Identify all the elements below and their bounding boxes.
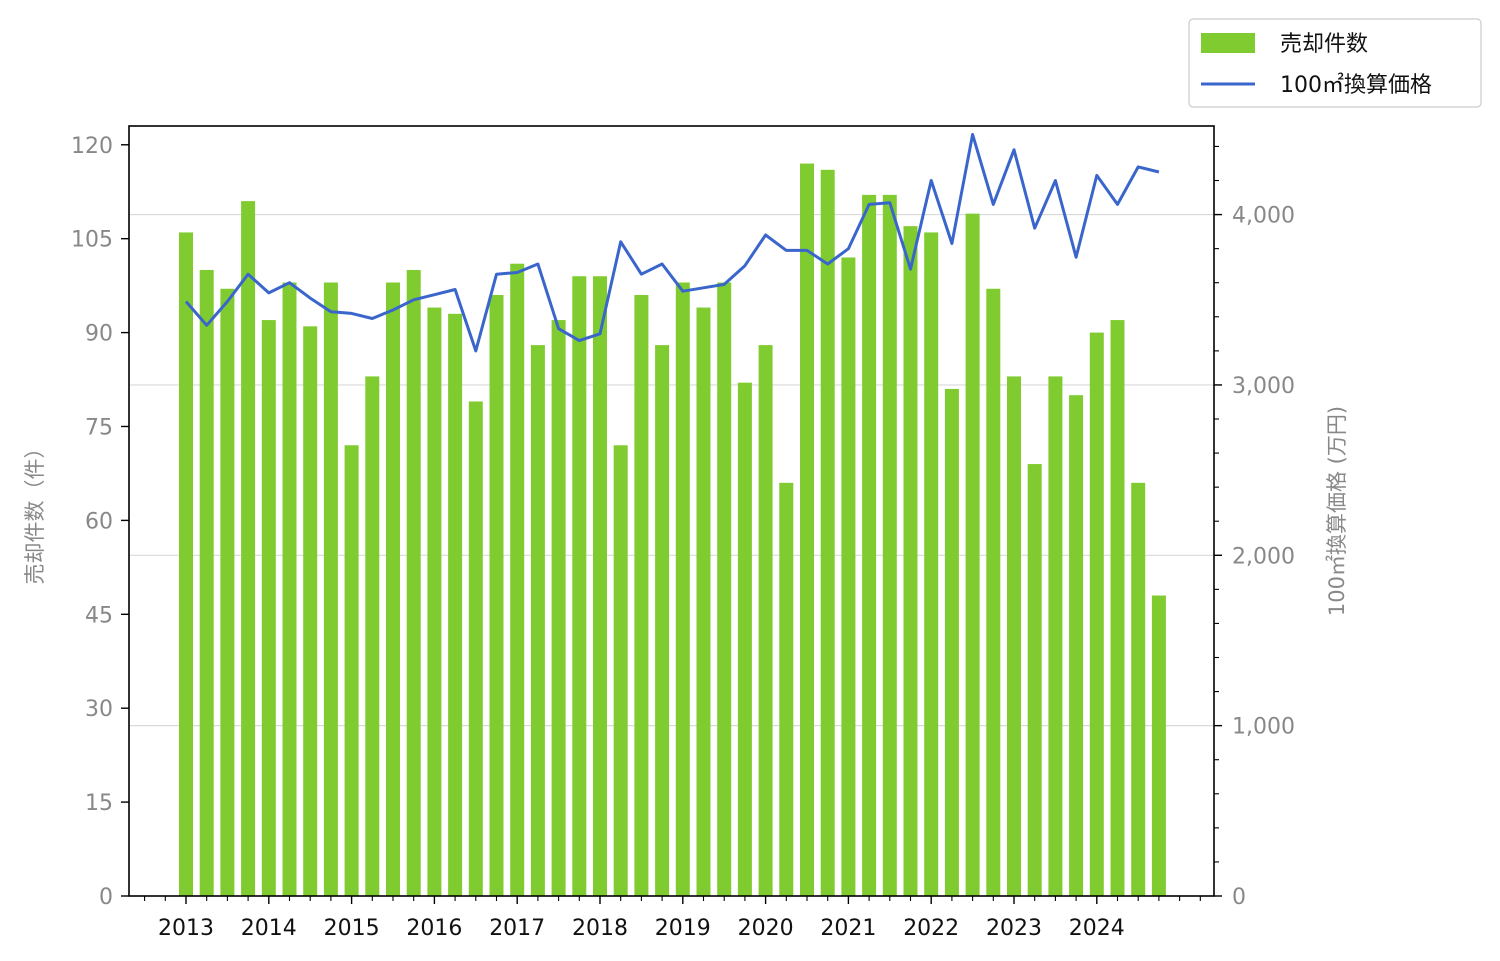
right-tick-label: 0 <box>1232 885 1246 910</box>
legend-box <box>1188 18 1482 108</box>
right-tick-label: 1,000 <box>1232 715 1295 740</box>
line-series <box>184 133 1160 353</box>
right-tick-label: 2,000 <box>1232 544 1295 569</box>
right-axis: 0 1,000 2,000 3,000 4,000 <box>1214 145 1295 910</box>
left-tick-label: 45 <box>85 603 113 628</box>
legend-label-bars: 売却件数 <box>1280 32 1368 57</box>
bar <box>634 295 649 896</box>
x-tick-label: 2014 <box>241 916 297 941</box>
legend-swatch-bars <box>1201 33 1255 53</box>
x-tick-label: 2017 <box>489 916 545 941</box>
bar <box>468 401 483 896</box>
bar <box>427 307 442 897</box>
bar <box>199 269 214 896</box>
right-axis-title: 100㎡換算価格 (万円) <box>1325 406 1349 616</box>
legend-label-line: 100㎡換算価格 <box>1280 72 1432 98</box>
left-tick-label: 75 <box>85 415 113 440</box>
x-tick-label: 2013 <box>158 916 214 941</box>
bar <box>1151 595 1166 896</box>
bar <box>986 288 1001 896</box>
bar <box>717 282 732 897</box>
right-tick-label: 3,000 <box>1232 374 1295 399</box>
x-tick-label: 2016 <box>406 916 462 941</box>
left-tick-label: 30 <box>85 697 113 722</box>
left-tick-label: 15 <box>85 791 113 816</box>
x-tick-label: 2015 <box>324 916 380 941</box>
bar <box>675 282 690 897</box>
bar-series <box>179 163 1166 897</box>
left-tick-label: 120 <box>71 134 113 159</box>
bar <box>220 288 235 896</box>
bar <box>1048 376 1063 896</box>
bar <box>779 482 794 896</box>
bar <box>1069 395 1084 896</box>
bar <box>489 295 504 896</box>
bar <box>365 376 380 896</box>
legend: 売却件数 100㎡換算価格 <box>1188 18 1482 108</box>
plot-frame <box>128 125 1215 897</box>
x-axis: 2013 2014 2015 2016 2017 2018 2019 2020 2021 2022… <box>144 896 1201 941</box>
bar <box>820 169 835 896</box>
left-axis: 0 15 30 45 60 75 90 105 120 <box>71 134 129 910</box>
bar <box>1131 482 1146 896</box>
bar <box>179 232 193 897</box>
bar <box>800 163 814 896</box>
bar <box>386 282 400 897</box>
left-tick-label: 105 <box>71 228 113 253</box>
right-tick-label: 4,000 <box>1232 204 1295 229</box>
bar <box>448 313 463 896</box>
bar <box>613 445 628 896</box>
x-tick-label: 2019 <box>655 916 711 941</box>
bar <box>924 232 939 897</box>
left-tick-label: 90 <box>85 322 113 347</box>
left-tick-label: 0 <box>99 885 113 910</box>
bar <box>882 194 897 896</box>
bar <box>551 320 566 896</box>
bar <box>862 194 877 896</box>
bar <box>344 445 359 896</box>
left-axis-title: 売却件数（件） <box>23 438 47 585</box>
x-tick-label: 2021 <box>820 916 876 941</box>
bar <box>841 257 856 897</box>
bar <box>655 345 670 896</box>
left-tick-label: 60 <box>85 509 113 534</box>
bar <box>903 226 918 896</box>
bar <box>406 269 421 896</box>
bar <box>510 263 525 896</box>
bar <box>1089 332 1104 897</box>
x-tick-label: 2022 <box>903 916 959 941</box>
bar <box>1110 320 1125 896</box>
bar <box>696 307 711 897</box>
bar <box>944 388 959 896</box>
x-tick-label: 2020 <box>738 916 794 941</box>
bar <box>241 201 256 896</box>
bar <box>282 282 297 897</box>
x-tick-label: 2023 <box>986 916 1042 941</box>
bar <box>323 282 338 897</box>
price-line <box>184 133 1160 353</box>
bar <box>1007 376 1021 896</box>
bar <box>530 345 545 896</box>
x-tick-label: 2018 <box>572 916 628 941</box>
bar <box>593 276 607 896</box>
bar <box>965 213 980 896</box>
bar <box>737 382 752 897</box>
bar <box>303 326 318 896</box>
bar <box>261 320 276 896</box>
bar <box>758 345 773 896</box>
bar <box>572 276 587 896</box>
x-tick-label: 2024 <box>1069 916 1125 941</box>
bar <box>1027 464 1042 896</box>
